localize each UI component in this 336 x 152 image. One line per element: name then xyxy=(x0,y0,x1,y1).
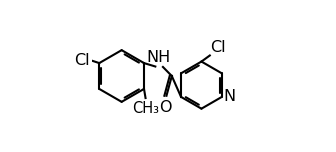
Text: Cl: Cl xyxy=(210,40,226,55)
Text: NH: NH xyxy=(146,50,171,65)
Text: Cl: Cl xyxy=(75,53,90,68)
Text: O: O xyxy=(159,100,171,115)
Text: N: N xyxy=(223,89,236,104)
Text: CH₃: CH₃ xyxy=(132,101,159,116)
